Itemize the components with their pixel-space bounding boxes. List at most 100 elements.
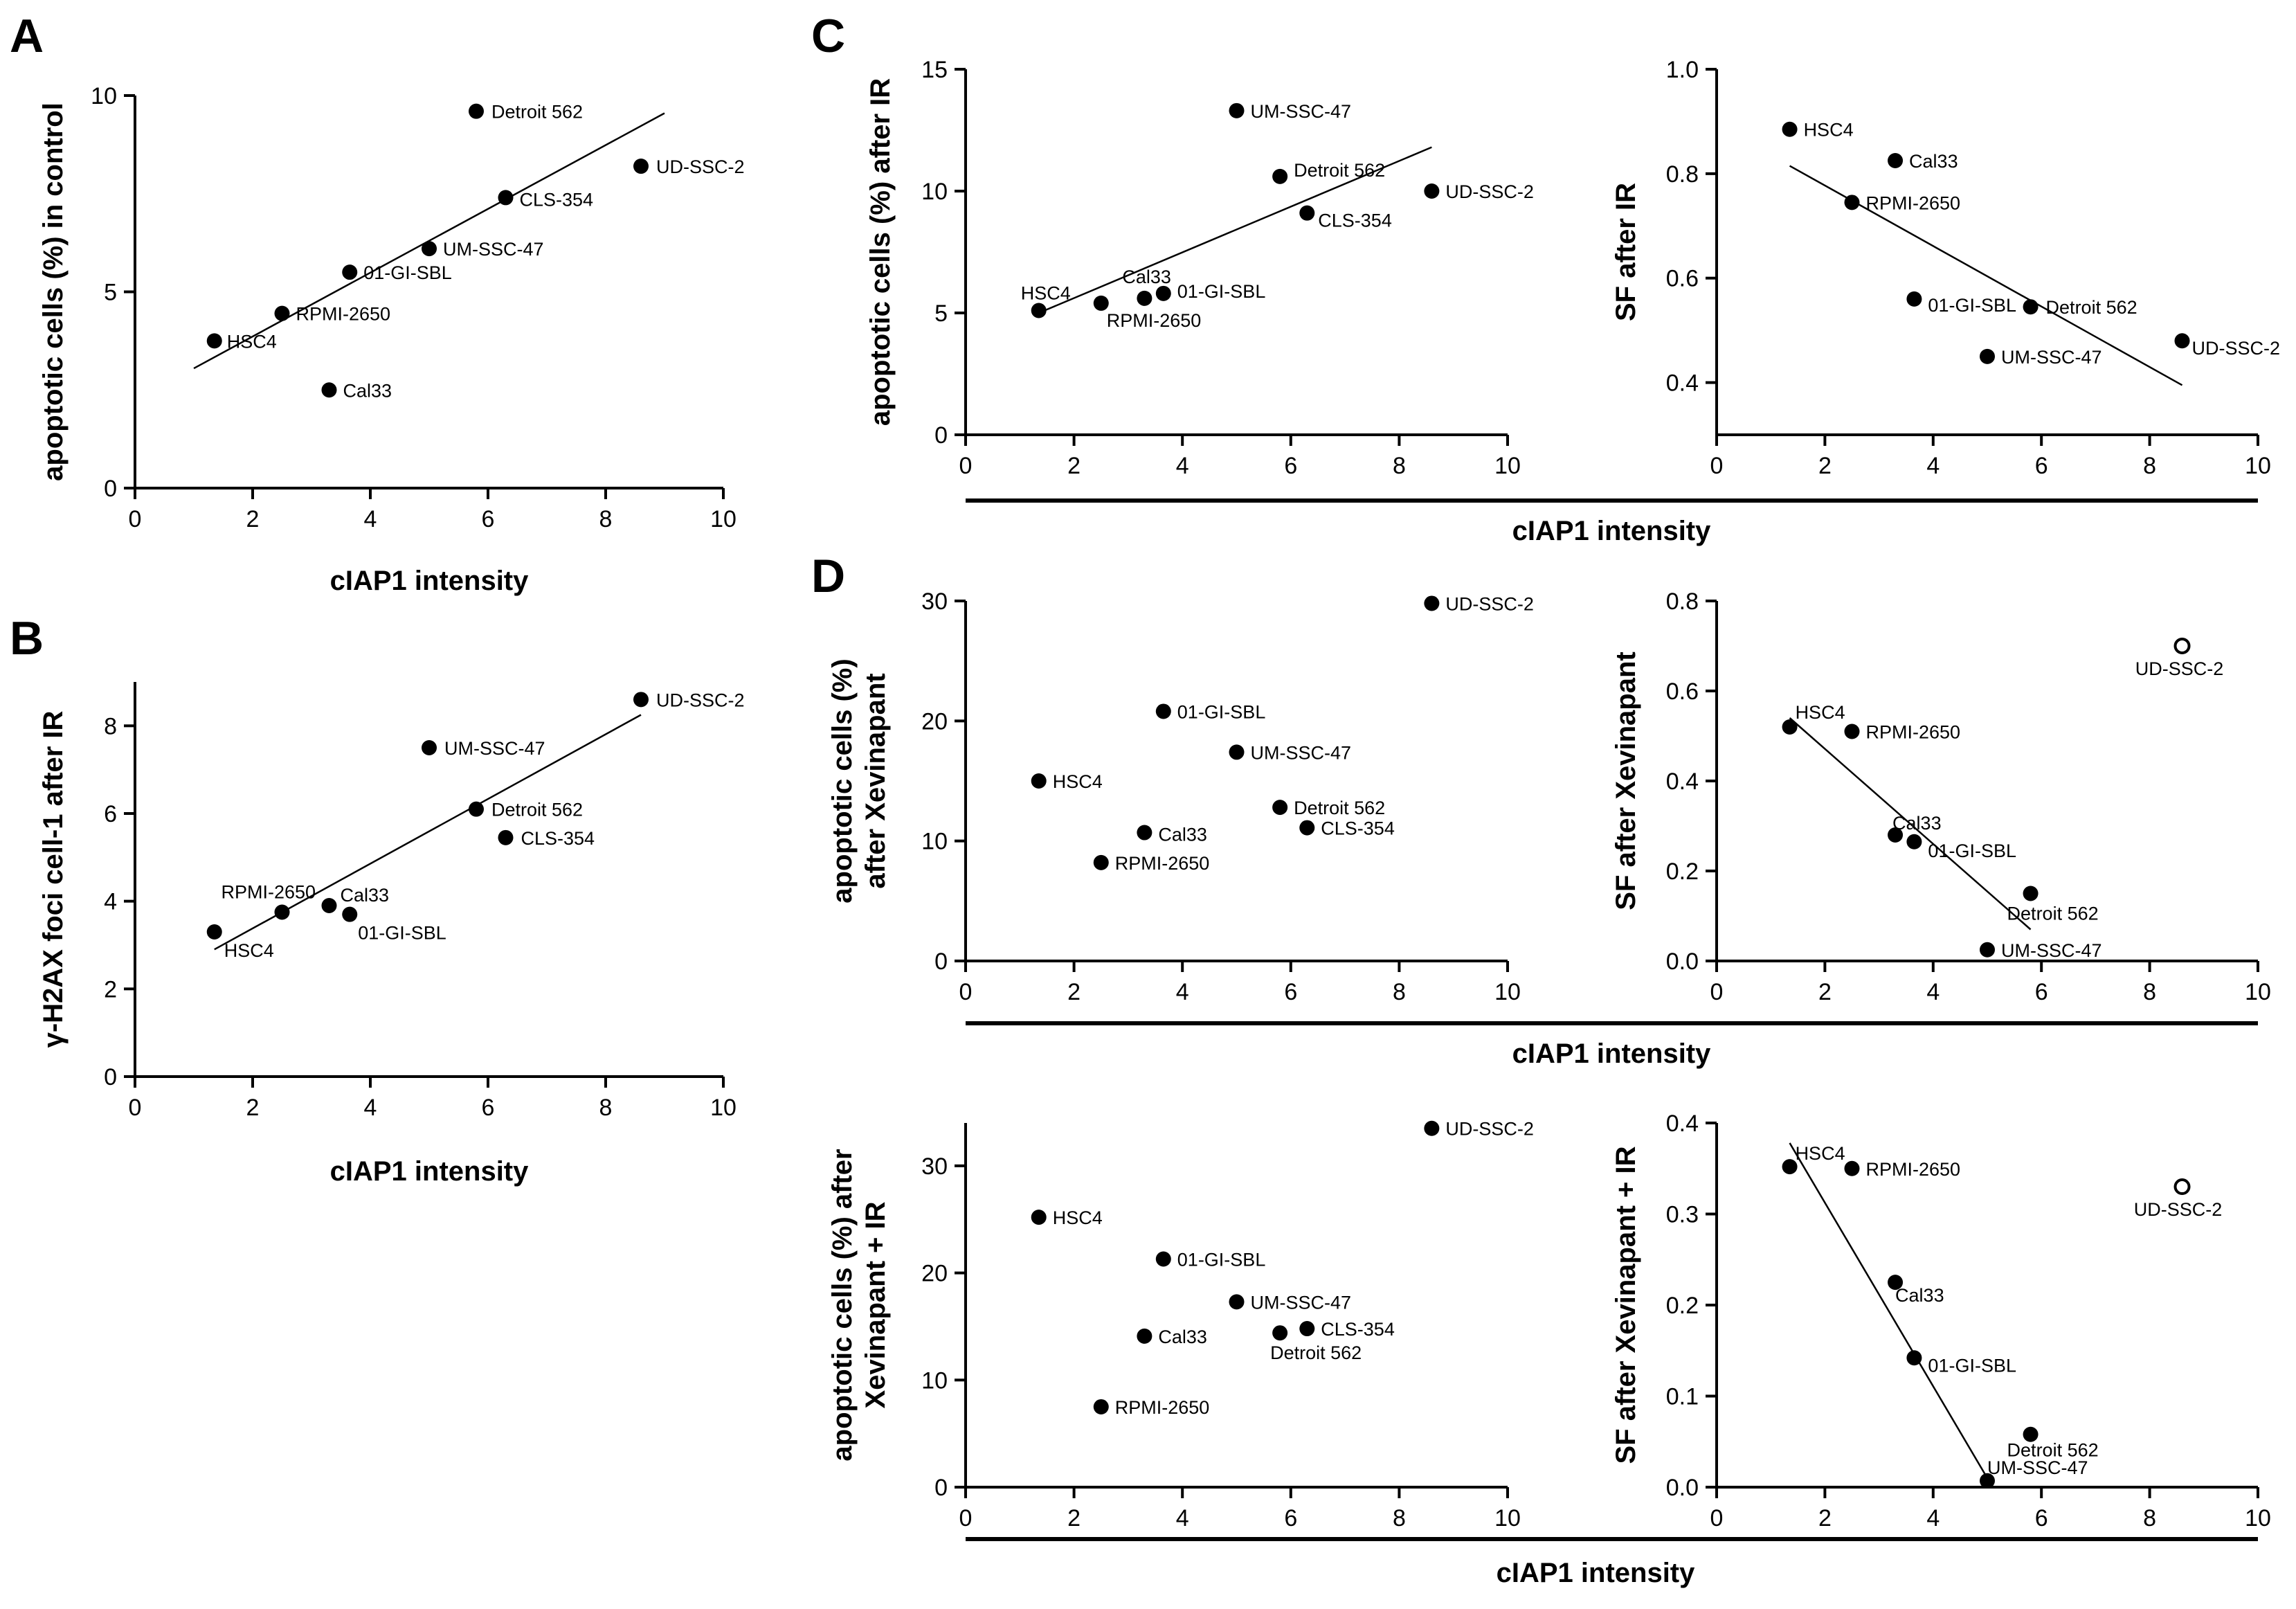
point-label: UD-SSC-2 xyxy=(2134,1199,2223,1220)
y-tick-label: 15 xyxy=(921,57,948,83)
data-point xyxy=(1229,1294,1245,1310)
y-tick-label: 20 xyxy=(921,1261,948,1287)
point-label: 01-GI-SBL xyxy=(1177,701,1266,722)
data-point xyxy=(1906,291,1922,307)
y-tick-label: 0 xyxy=(934,1475,948,1501)
x-tick-label: 4 xyxy=(1926,979,1940,1005)
x-tick-label: 6 xyxy=(1284,1505,1297,1531)
axes-d-bottom-right xyxy=(1715,1123,2258,1489)
point-label: 01-GI-SBL xyxy=(1928,1355,2016,1376)
data-point xyxy=(1888,153,1904,168)
x-tick-label: 10 xyxy=(2245,453,2271,479)
data-point xyxy=(633,159,649,174)
data-point xyxy=(1980,1473,1995,1489)
point-label: RPMI-2650 xyxy=(1115,1397,1210,1418)
data-point xyxy=(1229,102,1245,118)
point-label: Cal33 xyxy=(1909,151,1958,172)
x-tick-label: 10 xyxy=(2245,979,2271,1005)
point-label: UM-SSC-47 xyxy=(1251,1292,1352,1313)
x-tick-label: 8 xyxy=(1393,1505,1406,1531)
axes-c-left xyxy=(964,69,1508,436)
regression-line xyxy=(1789,717,2032,931)
data-point xyxy=(342,264,358,280)
data-point xyxy=(2023,299,2039,315)
x-tick-label: 8 xyxy=(1393,979,1406,1005)
data-point xyxy=(1906,1350,1922,1366)
y-tick-label: 20 xyxy=(921,708,948,735)
x-tick-label: 8 xyxy=(599,1095,613,1121)
point-label: HSC4 xyxy=(1804,120,1854,141)
x-tick-label: 0 xyxy=(1710,979,1724,1005)
data-point xyxy=(1229,744,1245,760)
x-tick-label: 8 xyxy=(1393,453,1406,479)
y-tick-label: 0.2 xyxy=(1666,859,1699,885)
point-label: Cal33 xyxy=(1158,1327,1207,1347)
data-point xyxy=(1980,348,1995,364)
y-tick-label: 0.8 xyxy=(1666,161,1699,188)
x-axis-label: cIAP1 intensity xyxy=(330,566,530,596)
y-tick-label: 0 xyxy=(934,949,948,975)
point-label: 01-GI-SBL xyxy=(363,262,452,283)
y-tick-label: 5 xyxy=(104,280,117,306)
x-tick-label: 10 xyxy=(710,506,736,532)
point-label: HSC4 xyxy=(224,940,274,961)
point-label: UD-SSC-2 xyxy=(2192,338,2281,359)
y-tick-label: 0.3 xyxy=(1666,1202,1699,1228)
data-point xyxy=(1137,825,1152,841)
data-point xyxy=(1031,1210,1047,1225)
point-label: RPMI-2650 xyxy=(296,304,391,325)
point-label: UM-SSC-47 xyxy=(1251,742,1352,763)
y-tick-label: 0.4 xyxy=(1666,768,1699,795)
point-label: Detroit 562 xyxy=(491,102,583,123)
data-point xyxy=(321,898,337,913)
y-tick-label: 0.0 xyxy=(1666,949,1699,975)
y-axis-label: apoptotic cells (%) after IR xyxy=(865,78,896,426)
regression-line xyxy=(1789,1142,1989,1479)
data-point xyxy=(422,740,437,755)
x-tick-label: 10 xyxy=(710,1095,736,1121)
data-point xyxy=(422,241,437,257)
axes-a xyxy=(134,96,723,489)
chart-d-top-left: 0 2 4 6 8 10 0 10 20 30 apoptotic cells (%) after X… xyxy=(827,588,1534,1005)
data-point xyxy=(1980,942,1995,958)
data-point xyxy=(469,103,484,119)
x-tick-label: 6 xyxy=(482,506,495,532)
data-point xyxy=(2023,886,2039,901)
y-axis-label: SF after IR xyxy=(1611,183,1641,321)
point-label: RPMI-2650 xyxy=(1866,192,1961,213)
y-tick-label: 10 xyxy=(921,829,948,855)
regression-line xyxy=(193,112,665,370)
data-point xyxy=(1844,195,1860,210)
panel-letter-b: B xyxy=(10,612,44,665)
x-tick-label: 8 xyxy=(2143,453,2156,479)
point-label: RPMI-2650 xyxy=(1866,722,1961,743)
y-tick-label: 10 xyxy=(921,1367,948,1394)
x-tick-label: 6 xyxy=(2035,453,2048,479)
y-tick-label: 0.4 xyxy=(1666,1111,1699,1137)
point-label: CLS-354 xyxy=(1318,210,1392,231)
y-axis-label: γ-H2AX foci cell-1 after IR xyxy=(38,710,69,1048)
data-point xyxy=(1424,1120,1440,1136)
x-tick-label: 2 xyxy=(1818,453,1832,479)
y-tick-label: 10 xyxy=(91,83,117,109)
point-label: Detroit 562 xyxy=(1294,160,1385,181)
data-point xyxy=(1155,285,1171,301)
x-tick-label: 0 xyxy=(959,979,973,1005)
data-point xyxy=(498,829,514,845)
x-tick-label: 8 xyxy=(599,506,613,532)
x-tick-label: 2 xyxy=(1818,1505,1832,1531)
data-point xyxy=(206,924,222,940)
data-point xyxy=(1844,723,1860,739)
x-tick-label: 10 xyxy=(2245,1505,2271,1531)
point-label: CLS-354 xyxy=(1321,1319,1395,1340)
data-point xyxy=(342,906,358,922)
data-point xyxy=(1299,205,1315,221)
x-tick-label: 6 xyxy=(1284,453,1297,479)
data-point xyxy=(469,801,484,817)
point-label: UM-SSC-47 xyxy=(2001,940,2102,961)
y-tick-label: 6 xyxy=(104,801,117,827)
y-tick-label: 30 xyxy=(921,1153,948,1180)
point-label: HSC4 xyxy=(1021,282,1071,303)
y-tick-label: 0 xyxy=(104,476,117,502)
y-tick-label: 0.1 xyxy=(1666,1384,1699,1410)
